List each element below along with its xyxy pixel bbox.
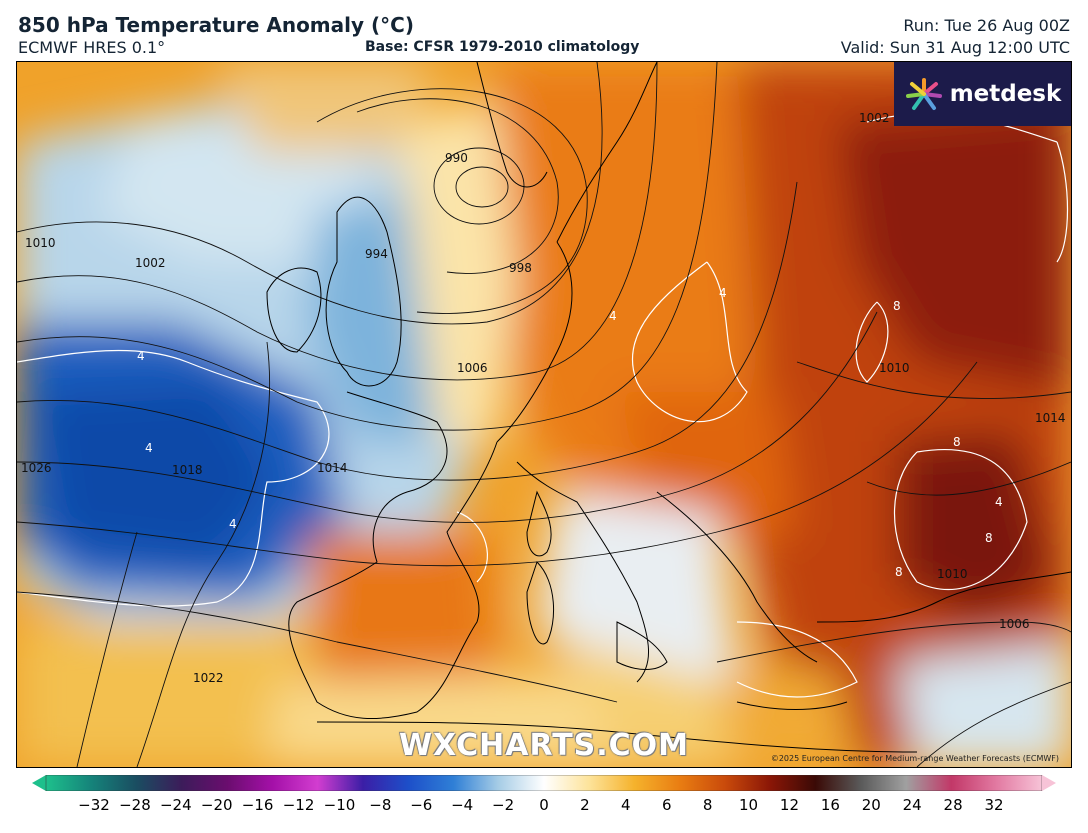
coastlines	[266, 62, 1071, 753]
colorbar-tick-label: 8	[702, 796, 713, 814]
model-label: ECMWF HRES 0.1°	[18, 38, 166, 57]
colorbar-tick-label: 24	[902, 796, 922, 814]
valid-time-label: Valid: Sun 31 Aug 12:00 UTC	[840, 38, 1070, 57]
colorbar-tick-label: 0	[539, 796, 549, 814]
colorbar-min-arrow	[32, 775, 46, 791]
colorbar-tick-label: 16	[820, 796, 840, 814]
anomaly-label: 8	[953, 435, 961, 449]
isobar-label: 994	[365, 247, 388, 261]
colorbar-tick-label: 20	[861, 796, 881, 814]
colorbar-tick-label: 12	[779, 796, 799, 814]
isobar-label: 998	[509, 261, 532, 275]
colorbar-tick-label: −12	[282, 796, 315, 814]
colorbar-tick-label: 32	[984, 796, 1004, 814]
metdesk-flower-icon	[905, 78, 942, 110]
isobar-label: 1002	[859, 111, 890, 125]
chart-title: 850 hPa Temperature Anomaly (°C)	[18, 13, 414, 37]
anomaly-label: 4	[609, 309, 617, 323]
anomaly-label: 8	[895, 565, 903, 579]
colorbar-tick-label: 28	[943, 796, 963, 814]
ecmwf-copyright: ©2025 European Centre for Medium-range W…	[770, 754, 1059, 763]
anomaly-label-group: 4 4 4 4 4 8 8 8 8 4	[137, 286, 1003, 579]
colorbar-tick-label: −32	[78, 796, 110, 814]
colorbar-tick-label: −2	[492, 796, 515, 814]
map-canvas: 990 994 998 1002 1002 1006 1010 1010 101…	[17, 62, 1071, 767]
metdesk-logo-text: metdesk	[949, 81, 1062, 107]
colorbar-tick-label: −28	[119, 796, 151, 814]
colorbar-max-arrow	[1042, 775, 1056, 791]
isobar-label: 1010	[879, 361, 910, 375]
colorbar-tick-label: −24	[159, 796, 192, 814]
colorbar-tick-label: −8	[369, 796, 392, 814]
wxcharts-watermark: WXCHARTS.COM	[398, 728, 690, 763]
anomaly-label: 4	[137, 349, 145, 363]
colorbar-tick-labels: −32 −28 −24 −20 −16 −12 −10 −8 −6 −4 −2 0 2 4 6 8 10 12 16…	[0, 796, 1088, 818]
isobar-label: 1010	[25, 236, 56, 250]
isobar-label: 1014	[1035, 411, 1066, 425]
colorbar-gradient	[45, 775, 1043, 791]
anomaly-label: 8	[985, 531, 993, 545]
metdesk-logo: metdesk	[894, 62, 1071, 126]
base-climatology-label: Base: CFSR 1979-2010 climatology	[365, 39, 640, 55]
colorbar	[32, 775, 1056, 791]
colorbar-tick-label: 10	[738, 796, 759, 814]
anomaly-label: 4	[995, 495, 1003, 509]
anomaly-label: 4	[229, 517, 237, 531]
isobar-label: 1022	[193, 671, 224, 685]
colorbar-tick-label: −10	[323, 796, 356, 814]
colorbar-tick-label: −6	[410, 796, 433, 814]
isobar-label: 1014	[317, 461, 348, 475]
isobar-label: 1006	[457, 361, 488, 375]
colorbar-tick-label: −4	[451, 796, 474, 814]
anomaly-label: 4	[719, 286, 727, 300]
run-time-label: Run: Tue 26 Aug 00Z	[903, 16, 1070, 35]
isobar-label: 1010	[937, 567, 968, 581]
colorbar-tick-label: −16	[241, 796, 274, 814]
isobar-label: 1018	[172, 463, 203, 477]
isobar-label: 1006	[999, 617, 1030, 631]
isobar-label: 1026	[21, 461, 52, 475]
anomaly-label: 4	[145, 441, 153, 455]
anomaly-map: 990 994 998 1002 1002 1006 1010 1010 101…	[16, 61, 1072, 768]
colorbar-tick-label: −20	[200, 796, 233, 814]
isobar-label-group: 990 994 998 1002 1002 1006 1010 1010 101…	[21, 111, 1066, 685]
anomaly-label: 8	[893, 299, 901, 313]
colorbar-tick-label: 4	[621, 796, 631, 814]
colorbar-tick-label: 6	[661, 796, 672, 814]
isobar-label: 990	[445, 151, 468, 165]
colorbar-tick-label: 2	[580, 796, 590, 814]
isobars	[17, 62, 1071, 767]
anomaly-contours	[17, 113, 1069, 698]
anomaly-field	[17, 62, 1071, 767]
isobar-label: 1002	[135, 256, 166, 270]
